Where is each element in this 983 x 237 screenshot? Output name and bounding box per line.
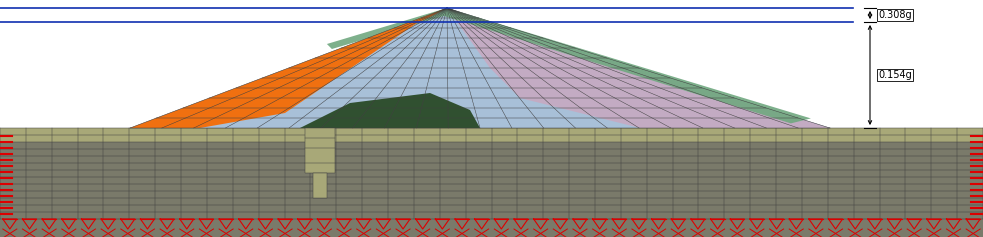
Polygon shape — [327, 8, 811, 123]
Polygon shape — [130, 8, 447, 128]
Text: 0.308g: 0.308g — [878, 10, 911, 20]
Bar — [0, 128, 983, 237]
Polygon shape — [130, 8, 830, 128]
Bar — [0, 0, 983, 128]
Polygon shape — [447, 8, 830, 128]
Polygon shape — [300, 93, 480, 128]
Bar — [313, 173, 327, 198]
Bar — [305, 128, 335, 173]
Text: 0.154g: 0.154g — [878, 70, 912, 80]
Bar — [0, 128, 983, 142]
